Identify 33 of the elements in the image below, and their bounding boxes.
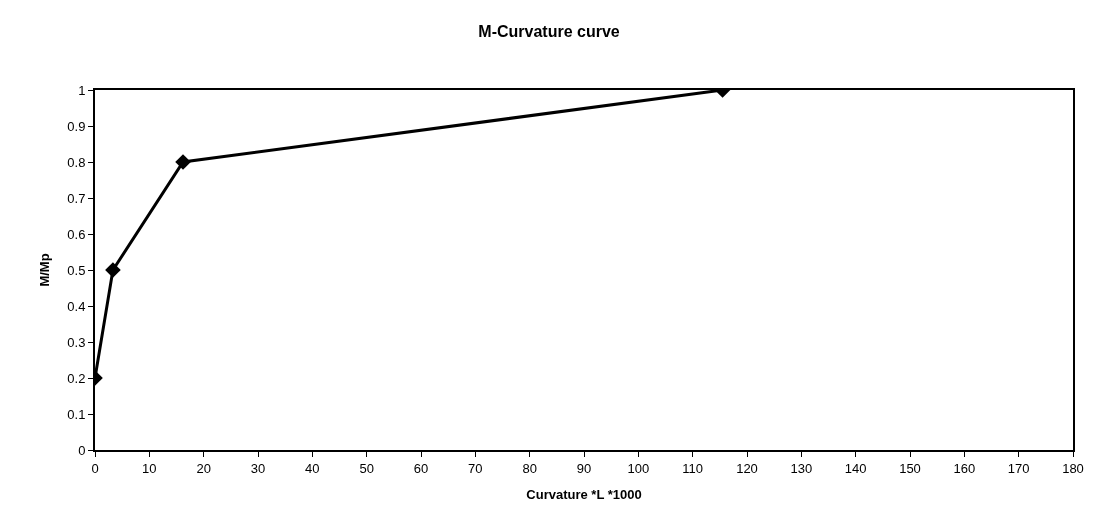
x-tick-label: 60 xyxy=(413,460,429,476)
y-tick-label: 0.9 xyxy=(67,118,86,134)
y-tick-label: 0.6 xyxy=(67,226,86,242)
x-tick-label: 0 xyxy=(91,460,99,476)
x-tick-label: 170 xyxy=(1007,460,1030,476)
x-tick-label: 150 xyxy=(899,460,921,476)
x-tick-label: 180 xyxy=(1062,460,1084,476)
y-axis-title: M/Mp xyxy=(36,253,52,287)
x-tick-label: 30 xyxy=(250,460,266,476)
x-tick-label: 20 xyxy=(196,460,211,476)
chart-title: M-Curvature curve xyxy=(478,23,620,41)
x-tick-label: 130 xyxy=(790,460,813,476)
x-tick-label: 90 xyxy=(576,460,592,476)
y-tick-label: 0.7 xyxy=(67,190,86,206)
y-tick-label: 0.1 xyxy=(67,406,86,422)
y-tick-label: 0.8 xyxy=(67,154,86,170)
x-tick-label: 160 xyxy=(953,460,976,476)
x-tick-label: 100 xyxy=(627,460,650,476)
x-tick-label: 40 xyxy=(305,460,320,476)
x-tick-label: 70 xyxy=(468,460,483,476)
x-tick-label: 140 xyxy=(844,460,867,476)
x-tick-label: 10 xyxy=(142,460,157,476)
y-tick-label: 0 xyxy=(78,442,86,458)
y-tick-label: 0.4 xyxy=(67,298,86,314)
x-tick-label: 50 xyxy=(359,460,374,476)
y-tick-label: 1 xyxy=(78,82,86,98)
x-tick-label: 120 xyxy=(736,460,758,476)
x-tick-label: 110 xyxy=(682,460,704,476)
y-tick-label: 0.3 xyxy=(67,334,86,350)
x-tick-label: 80 xyxy=(522,460,537,476)
y-tick-label: 0.2 xyxy=(67,370,86,386)
x-axis-title: Curvature *L *1000 xyxy=(526,486,642,502)
y-tick-label: 0.5 xyxy=(67,262,86,278)
